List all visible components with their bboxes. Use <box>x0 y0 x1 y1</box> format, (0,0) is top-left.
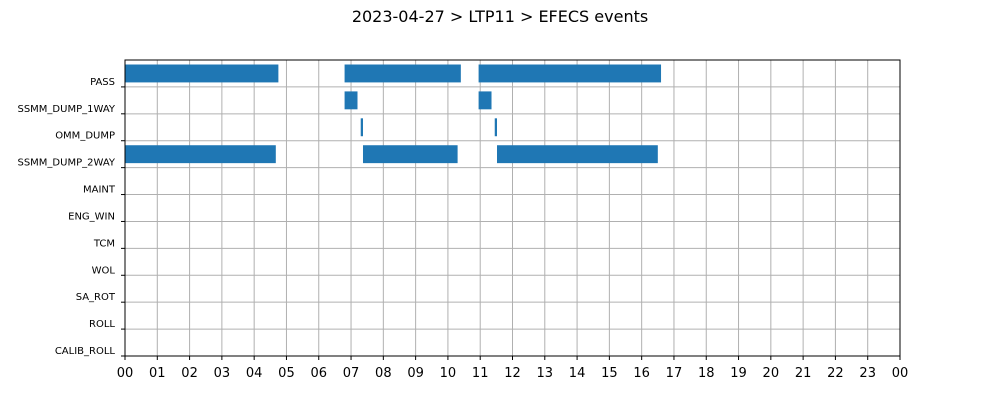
event-bar <box>344 64 461 83</box>
x-tick-label: 05 <box>278 366 295 381</box>
y-tick-label: TCM <box>93 238 115 249</box>
y-tick-label: PASS <box>90 77 115 88</box>
x-tick-label: 13 <box>537 366 554 381</box>
event-bar <box>125 145 276 164</box>
y-tick-label: ENG_WIN <box>68 211 115 222</box>
x-tick-label: 03 <box>214 366 231 381</box>
x-tick-label: 09 <box>407 366 424 381</box>
x-tick-label: 18 <box>698 366 715 381</box>
y-tick-label: SA_ROT <box>76 292 116 303</box>
grid <box>124 60 901 357</box>
x-tick-label: 23 <box>859 366 876 381</box>
event-bar <box>360 118 363 137</box>
x-tick-label: 15 <box>601 366 618 381</box>
y-axis: PASS SSMM_DUMP_1WAY OMM_DUMP SSMM_DUMP_2WAY… <box>17 77 125 357</box>
x-tick-label: 06 <box>310 366 327 381</box>
x-tick-label: 17 <box>666 366 683 381</box>
y-tick-label: SSMM_DUMP_2WAY <box>17 158 115 169</box>
y-tick-label: OMM_DUMP <box>55 131 115 142</box>
event-bar <box>478 91 492 110</box>
y-tick-label: CALIB_ROLL <box>55 346 116 357</box>
y-tick-label: ROLL <box>89 319 115 330</box>
chart-title: 2023-04-27 > LTP11 > EFECS events <box>352 7 648 26</box>
x-tick-label: 02 <box>181 366 198 381</box>
x-tick-label: 12 <box>504 366 521 381</box>
y-tick-label: WOL <box>92 265 116 276</box>
x-tick-label: 10 <box>440 366 457 381</box>
x-axis: 00 01 02 03 04 05 06 07 08 09 10 11 12 13 14 15 16 17 18 19… <box>117 356 909 381</box>
event-bar <box>362 145 458 164</box>
x-tick-label: 20 <box>763 366 780 381</box>
y-tick-label: SSMM_DUMP_1WAY <box>17 104 115 115</box>
event-bar <box>478 64 662 83</box>
x-tick-label: 11 <box>472 366 489 381</box>
x-tick-label: 00 <box>892 366 909 381</box>
x-tick-label: 21 <box>795 366 812 381</box>
x-tick-label: 08 <box>375 366 392 381</box>
x-tick-label: 00 <box>117 366 134 381</box>
x-tick-label: 16 <box>633 366 650 381</box>
x-tick-label: 19 <box>730 366 747 381</box>
event-bar <box>497 145 658 164</box>
x-tick-label: 04 <box>246 366 263 381</box>
x-tick-label: 07 <box>343 366 360 381</box>
event-bars <box>125 64 662 164</box>
event-bar <box>125 64 279 83</box>
x-tick-label: 22 <box>827 366 844 381</box>
event-bar <box>494 118 497 137</box>
x-tick-label: 01 <box>149 366 166 381</box>
event-bar <box>344 91 358 110</box>
y-tick-label: MAINT <box>83 185 116 196</box>
x-tick-label: 14 <box>569 366 586 381</box>
